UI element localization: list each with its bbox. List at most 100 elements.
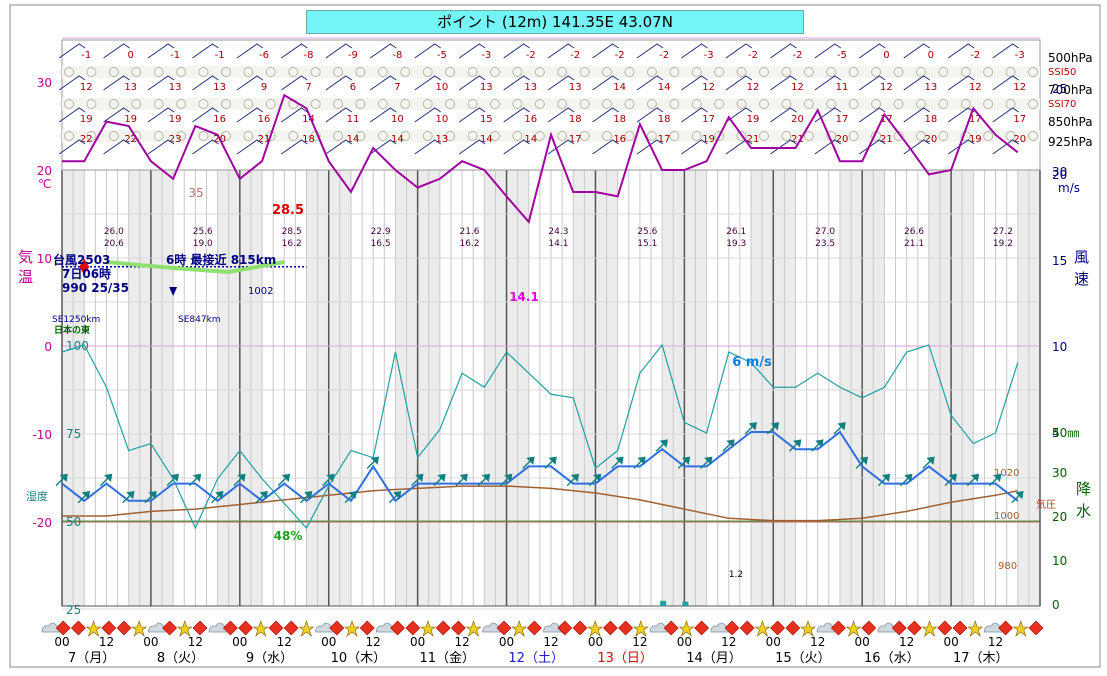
wind-barb <box>547 75 575 91</box>
sun-icon <box>268 620 284 636</box>
ssi-circle <box>355 67 366 77</box>
ssi-circle <box>534 131 545 141</box>
upper-air-temp: 14 <box>613 82 626 93</box>
upper-air-temp: 22 <box>80 134 93 145</box>
sun-icon <box>770 620 786 636</box>
wind-barb <box>725 75 753 91</box>
sun-icon <box>891 620 907 636</box>
wind-barb <box>58 107 86 123</box>
upper-air-temp: 16 <box>258 114 271 125</box>
star-icon <box>176 620 193 637</box>
wind-barb <box>592 43 619 59</box>
wind-barb <box>325 75 353 91</box>
upper-air-temp: 11 <box>347 114 360 125</box>
daily-min-temp: 16.2 <box>459 239 479 249</box>
sun-icon <box>70 620 86 636</box>
ssi-label: SSI70 <box>1048 99 1076 110</box>
ssi-circle <box>467 99 478 109</box>
hour-label: 12 <box>188 635 203 649</box>
sun-icon <box>162 620 178 636</box>
ssi-circle <box>422 99 433 109</box>
wind-tick-label: 10 <box>1052 340 1067 354</box>
wind-barb <box>814 43 842 59</box>
ssi-circle <box>86 67 97 77</box>
precip-tick-label: 10 <box>1052 554 1067 568</box>
wind-barb <box>281 139 308 155</box>
sun-icon <box>937 620 953 636</box>
temp-tick-label: 40 <box>37 0 52 2</box>
wind-tick-label: 15 <box>1052 254 1067 268</box>
sun-icon <box>55 620 71 636</box>
daily-min-temp: 16.5 <box>371 239 391 249</box>
typhoon-info: 990 25/35 <box>62 281 129 295</box>
wind-barb <box>458 107 486 123</box>
ssi-circle <box>512 99 523 109</box>
hour-label: 00 <box>232 635 247 649</box>
upper-air-temp: 17 <box>880 114 893 125</box>
upper-air-temp: 12 <box>969 82 982 93</box>
ssi-circle <box>803 67 814 77</box>
wind-direction-arrow <box>277 473 291 487</box>
temp-tick-label: 20 <box>37 164 52 178</box>
wind-direction-arrow <box>322 473 335 487</box>
upper-air-temp: -2 <box>570 50 580 61</box>
daily-max-temp: 22.9 <box>371 227 391 237</box>
upper-air-temp: 14 <box>524 134 537 145</box>
ssi-circle <box>333 67 344 77</box>
upper-air-temp: 12 <box>747 82 760 93</box>
wind-barb <box>547 43 575 59</box>
daily-min-temp: 20.6 <box>104 239 124 249</box>
temp-tick-label: -20 <box>32 516 52 530</box>
wind-barb <box>370 139 397 155</box>
ssi-circle <box>131 99 142 109</box>
wind-barb <box>503 43 530 59</box>
ssi-circle <box>826 99 837 109</box>
wind-direction-arrow <box>500 473 513 487</box>
upper-air-temp: 17 <box>569 134 582 145</box>
day-label: 14（月） <box>686 651 742 666</box>
wind-barb <box>947 43 975 59</box>
wind-direction-arrow <box>411 473 424 487</box>
typhoon-marker <box>79 258 90 275</box>
wind-unit: m/s <box>1058 181 1080 195</box>
wind-direction-arrow <box>566 473 580 487</box>
typhoon-approach: 6時 最接近 815km <box>166 252 276 267</box>
wind-barb <box>103 75 130 91</box>
sun-icon <box>222 620 238 636</box>
ssi-circle <box>377 99 388 109</box>
upper-air-temp: -8 <box>392 50 402 61</box>
humidity-tick-label: 50 <box>66 515 81 529</box>
wind-direction-arrow <box>633 456 646 469</box>
wind-barb <box>103 107 130 123</box>
pressure-level-label: 850hPa <box>1048 115 1093 129</box>
ssi-circle <box>243 131 254 141</box>
upper-air-temp: -1 <box>215 50 225 61</box>
wind-barb <box>592 75 619 91</box>
upper-air-temp: 9 <box>261 82 267 93</box>
sun-icon <box>952 620 968 636</box>
ssi-circle <box>333 99 344 109</box>
upper-air-temp: 21 <box>791 134 804 145</box>
ssi-circle <box>646 99 657 109</box>
wind-barb <box>947 75 975 91</box>
hour-label: 12 <box>277 635 292 649</box>
wind-axis-label: 風 <box>1074 248 1089 266</box>
upper-air-temp: 13 <box>169 82 182 93</box>
humidity-line <box>61 343 1019 530</box>
upper-air-temp: -3 <box>481 50 491 61</box>
wind-barb <box>414 107 442 123</box>
ssi-circle <box>691 131 702 141</box>
sun-icon <box>450 620 466 636</box>
wind-barb <box>903 75 931 91</box>
ssi-circle <box>400 99 411 109</box>
ssi-band <box>62 98 1040 110</box>
sun-icon <box>329 620 345 636</box>
ssi-circle <box>848 67 859 77</box>
wind-barb <box>325 43 353 59</box>
sun-icon <box>618 620 634 636</box>
precip-axis-label: 降 <box>1076 480 1091 498</box>
upper-air-temp: 21 <box>880 134 893 145</box>
ssi-circle <box>691 67 702 77</box>
wind-barb <box>859 139 886 155</box>
wind-barb <box>236 75 264 91</box>
